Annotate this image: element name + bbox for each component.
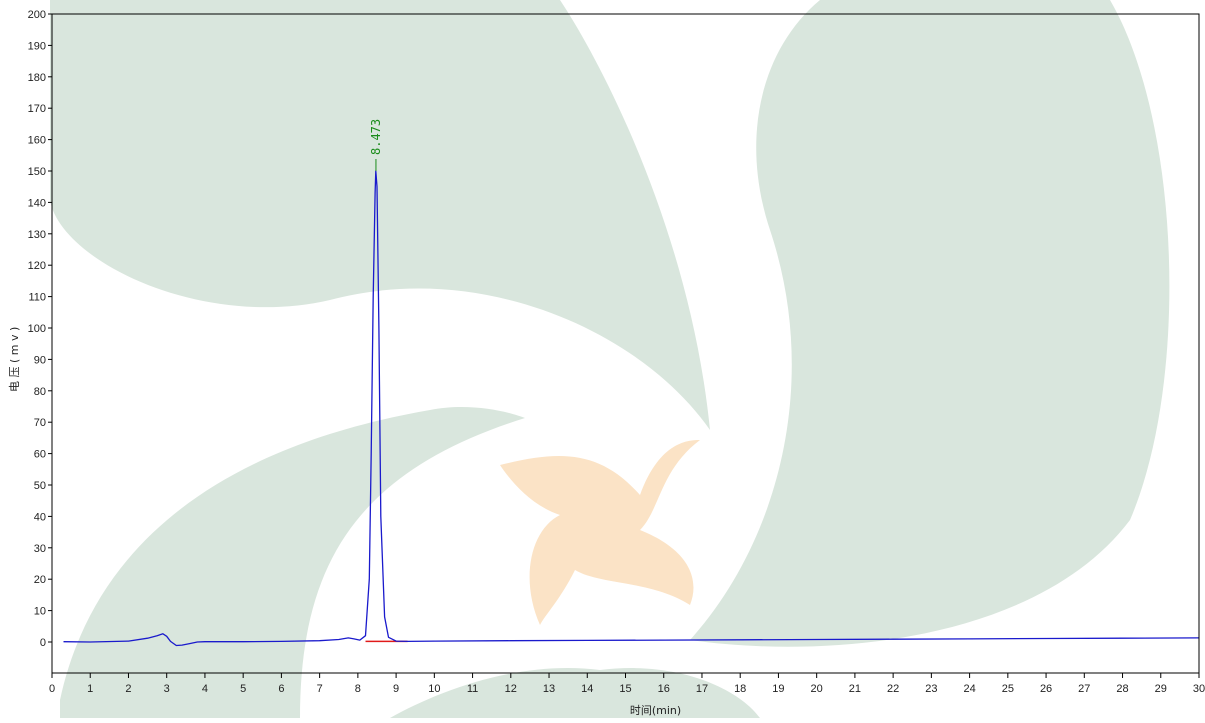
peak-label: 8.473	[369, 119, 383, 155]
x-tick-label: 29	[1155, 683, 1167, 695]
x-tick-label: 12	[505, 683, 517, 695]
y-tick-label: 60	[34, 449, 46, 461]
x-tick-label: 6	[278, 683, 284, 695]
x-tick-label: 16	[658, 683, 670, 695]
x-tick-label: 26	[1040, 683, 1052, 695]
y-tick-label: 180	[28, 72, 46, 84]
y-tick-label: 110	[28, 292, 46, 304]
x-tick-label: 8	[355, 683, 361, 695]
x-tick-label: 2	[125, 683, 131, 695]
y-tick-label: 170	[28, 103, 46, 115]
x-tick-label: 23	[925, 683, 937, 695]
y-tick-label: 150	[28, 166, 46, 178]
y-tick-label: 10	[34, 606, 46, 618]
x-tick-label: 27	[1078, 683, 1090, 695]
y-tick-label: 80	[34, 386, 46, 398]
x-tick-label: 3	[164, 683, 170, 695]
y-tick-label: 200	[28, 9, 46, 21]
x-tick-label: 0	[49, 683, 55, 695]
y-axis-ticks: 0 10 20 30 40 50 60 70 80 90 100 110 120 130 140 150 160…	[28, 9, 52, 649]
x-tick-label: 7	[317, 683, 323, 695]
y-tick-label: 0	[40, 637, 46, 649]
y-tick-label: 120	[28, 260, 46, 272]
watermark-logo	[50, 0, 1170, 718]
y-tick-label: 140	[28, 197, 46, 209]
y-tick-label: 130	[28, 229, 46, 241]
x-tick-label: 15	[619, 683, 631, 695]
x-tick-label: 28	[1116, 683, 1128, 695]
x-tick-label: 13	[543, 683, 555, 695]
y-axis-title: 电 压 ( m v )	[8, 327, 21, 392]
y-tick-label: 70	[34, 417, 46, 429]
x-tick-label: 10	[428, 683, 440, 695]
x-tick-label: 25	[1002, 683, 1014, 695]
plot-frame	[51, 13, 1200, 674]
x-tick-label: 9	[393, 683, 399, 695]
x-tick-label: 4	[202, 683, 208, 695]
x-tick-label: 5	[240, 683, 246, 695]
y-tick-label: 50	[34, 480, 46, 492]
y-tick-label: 20	[34, 574, 46, 586]
x-tick-label: 20	[811, 683, 823, 695]
x-tick-label: 14	[581, 683, 593, 695]
x-tick-label: 24	[963, 683, 975, 695]
x-tick-label: 21	[849, 683, 861, 695]
x-tick-label: 30	[1193, 683, 1205, 695]
x-tick-label: 22	[887, 683, 899, 695]
x-axis-title: 时间(min)	[630, 704, 681, 717]
x-tick-label: 17	[696, 683, 708, 695]
y-tick-label: 40	[34, 511, 46, 523]
x-tick-label: 18	[734, 683, 746, 695]
x-tick-label: 19	[772, 683, 784, 695]
y-tick-label: 190	[28, 40, 46, 52]
x-tick-label: 11	[467, 683, 478, 695]
y-tick-label: 30	[34, 543, 46, 555]
x-axis-ticks: 0 1 2 3 4 5 6 7 8 9 10 11 12 13 14 15 16 17 18 19 20 21 22 23 24…	[49, 673, 1205, 695]
series-line	[63, 170, 1200, 647]
y-tick-label: 100	[28, 323, 46, 335]
x-tick-label: 1	[87, 683, 93, 695]
y-tick-label: 160	[28, 135, 46, 147]
y-tick-label: 90	[34, 354, 46, 366]
